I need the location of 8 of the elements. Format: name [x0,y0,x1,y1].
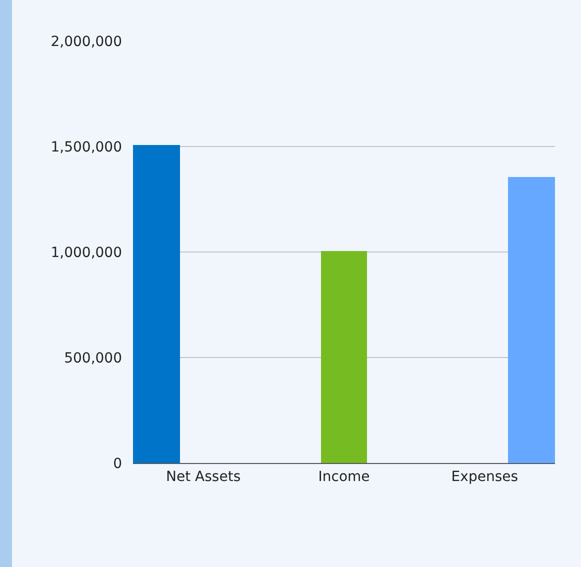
y-tick-label: 1,500,000 [50,139,122,156]
y-tick-label: 2,000,000 [50,34,122,50]
x-tick-label: Expenses [451,468,518,485]
x-tick-label: Net Assets [166,468,241,485]
x-tick-label: Income [318,468,370,485]
y-tick-label: 0 [113,456,122,472]
y-tick-label: 500,000 [64,350,122,366]
y-tick-label: 1,000,000 [50,244,122,261]
